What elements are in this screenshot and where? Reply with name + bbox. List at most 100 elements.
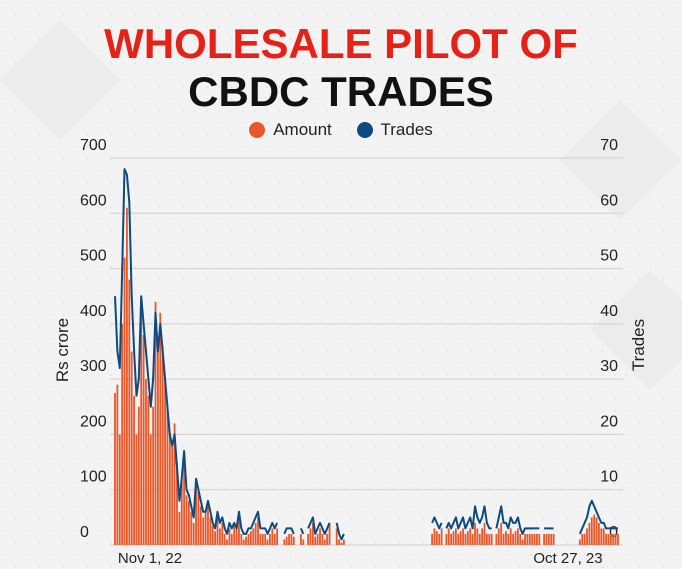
amount-bar [435, 531, 438, 545]
amount-bar [164, 379, 166, 545]
amount-bar [598, 522, 600, 545]
amount-bar [328, 522, 331, 545]
chart-title-line1: WHOLESALE PILOT OF [104, 20, 578, 67]
amount-bar [578, 539, 581, 545]
amount-bar [202, 517, 205, 545]
amount-bar [512, 533, 515, 545]
amount-bar [211, 525, 214, 545]
amount-bar [438, 533, 441, 545]
y2-tick-label: 40 [600, 303, 618, 320]
y-tick-label: 400 [80, 303, 107, 320]
amount-bar [521, 539, 524, 545]
amount-bar [543, 533, 546, 545]
y-tick-label: 700 [80, 137, 107, 154]
trades-line-segment [335, 522, 345, 541]
trades-line-segment [283, 527, 295, 535]
amount-bar [247, 533, 250, 545]
amount-bar [249, 531, 252, 545]
amount-bar [319, 528, 321, 545]
amount-bar [478, 533, 481, 545]
amount-bar [483, 522, 486, 545]
amount-bar [321, 533, 324, 545]
amount-bar [583, 533, 586, 545]
amount-bar [123, 257, 126, 545]
amount-bar [464, 533, 467, 545]
amount-bar [507, 533, 510, 545]
amount-bar [447, 528, 450, 545]
amount-bar [242, 539, 245, 545]
amount-bar [490, 533, 493, 545]
amount-bar [285, 536, 288, 545]
amount-bar [309, 528, 312, 545]
amount-bar [116, 384, 119, 545]
y-tick-label: 0 [80, 524, 89, 541]
amount-bar [602, 528, 605, 545]
amount-bar [526, 533, 529, 545]
amount-bar [149, 434, 152, 545]
amount-bar [612, 533, 615, 545]
amount-bar [516, 528, 519, 545]
amount-bar [259, 533, 262, 545]
amount-bar [183, 451, 186, 545]
amount-bar [290, 533, 293, 545]
amount-bar [292, 536, 295, 545]
amount-bar [195, 478, 197, 545]
amount-bar [445, 533, 448, 545]
amount-bar [550, 533, 553, 545]
amount-bar [221, 522, 224, 545]
amount-bar [531, 533, 534, 545]
amount-bar [335, 528, 338, 545]
amount-bar [307, 533, 310, 545]
amount-bar [168, 434, 171, 545]
amount-bar [118, 434, 121, 545]
amount-bar [240, 533, 243, 545]
legend-swatch-amount [249, 122, 266, 138]
amount-bar [218, 528, 221, 545]
amount-bar [121, 323, 124, 545]
amount-bar [595, 517, 598, 545]
amount-bar [178, 511, 181, 545]
amount-bar [452, 531, 455, 545]
x-tick-label: Oct 27, 23 [533, 550, 602, 567]
amount-bar [488, 533, 491, 545]
amount-bar [450, 533, 453, 545]
amount-bar [514, 531, 517, 545]
x-axis-ticks: Nov 1, 22 Oct 27, 23 [118, 550, 603, 567]
amount-bar [214, 531, 217, 545]
amount-bar [459, 531, 462, 545]
amount-bar [338, 539, 340, 545]
amount-bar [466, 531, 469, 545]
amount-bar [440, 528, 443, 545]
amount-bar [209, 517, 212, 545]
amount-bar [133, 395, 135, 545]
y-tick-label: 600 [80, 192, 107, 209]
amount-bar [471, 533, 474, 545]
amount-bar [533, 533, 536, 545]
legend-label-amount: Amount [273, 120, 332, 139]
amount-bar [302, 539, 305, 545]
amount-bar [314, 536, 317, 545]
amount-bar [276, 528, 279, 545]
y2-tick-label: 50 [600, 248, 618, 265]
amount-bar [171, 445, 174, 545]
amount-bar [135, 434, 138, 545]
amount-bar [180, 478, 183, 545]
amount-bar [185, 495, 188, 545]
amount-bar [323, 539, 326, 545]
amount-bar [588, 522, 591, 545]
amount-bar [457, 533, 460, 545]
amount-bar [269, 533, 271, 545]
amount-bar [233, 522, 236, 545]
amount-bar [495, 533, 498, 545]
amount-bar [254, 522, 257, 545]
amount-bar [207, 500, 209, 545]
amount-bar [326, 533, 329, 545]
trades-line-segment [495, 505, 540, 535]
amount-bar [226, 539, 228, 545]
amount-bars [114, 207, 619, 545]
amount-bar [190, 511, 193, 545]
amount-bar [245, 536, 248, 545]
y2-tick-label: 60 [600, 192, 618, 209]
y-tick-label: 500 [80, 248, 107, 265]
